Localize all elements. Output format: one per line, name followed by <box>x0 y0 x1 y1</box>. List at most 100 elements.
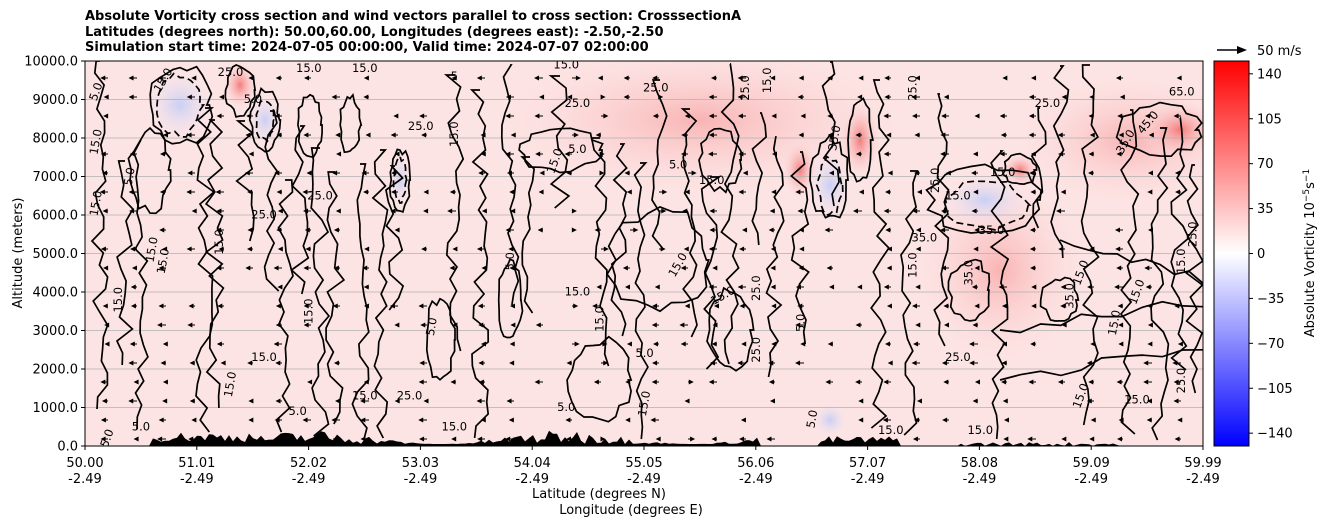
contour-line <box>371 149 389 439</box>
wind-vector <box>189 360 195 366</box>
wind-vector <box>303 132 309 138</box>
wind-vector <box>481 208 487 214</box>
wind-vector <box>451 75 457 81</box>
contour-label: 5.0 <box>635 346 653 360</box>
wind-vector <box>574 341 580 347</box>
wind-vector <box>1177 341 1183 347</box>
title-line-2: Latitudes (degrees north): 50.00,60.00, … <box>85 24 664 40</box>
colorbar-label-unit-exp: −1 <box>1302 169 1312 182</box>
wind-vector <box>1031 303 1037 309</box>
wind-vector <box>683 246 689 252</box>
wind-vector <box>771 189 777 195</box>
wind-vector <box>1148 227 1154 233</box>
wind-vector <box>798 265 804 271</box>
wind-vector <box>625 417 631 423</box>
wind-vector <box>1119 94 1125 100</box>
wind-vector <box>505 227 511 233</box>
wind-vector <box>766 436 772 442</box>
wind-vector <box>248 151 254 157</box>
wind-vector <box>633 227 639 233</box>
wind-vector <box>1117 436 1123 442</box>
wind-vector <box>623 94 629 100</box>
wind-vector <box>883 113 889 119</box>
wind-vector <box>999 151 1005 157</box>
quiver-key: 50 m/s <box>1217 44 1302 59</box>
colorbar-tick-label: −105 <box>1257 382 1293 397</box>
contour-line <box>700 176 722 370</box>
wind-vector <box>974 303 980 309</box>
wind-vector <box>275 360 281 366</box>
wind-vector <box>162 246 168 252</box>
wind-vector <box>971 170 977 176</box>
x-tick-label-lon: -2.49 <box>739 472 773 487</box>
wind-vector <box>883 284 889 290</box>
x-tick-label-lon: -2.49 <box>627 472 661 487</box>
contour-label: 15.0 <box>301 298 315 324</box>
contour-label: 15.0 <box>143 236 161 264</box>
wind-vector <box>245 265 251 271</box>
y-axis: 0.0 1000.0 2000.0 3000.0 4000.0 5000.0 6000.0 7… <box>24 55 85 455</box>
wind-vector <box>1117 113 1123 119</box>
wind-vector <box>273 341 279 347</box>
wind-vector <box>419 436 425 442</box>
wind-vector <box>104 341 110 347</box>
wind-vector <box>768 360 774 366</box>
wind-vector <box>335 132 341 138</box>
wind-vector <box>708 94 714 100</box>
wind-vector <box>447 208 453 214</box>
wind-vector <box>1175 189 1181 195</box>
wind-vector <box>1027 436 1033 442</box>
contour-label: 5.0 <box>557 400 575 414</box>
wind-vector <box>452 322 458 328</box>
wind-vector <box>450 379 456 385</box>
contour-label: 5.0 <box>503 252 517 270</box>
wind-vector <box>273 265 279 271</box>
terrain-silhouette <box>85 430 1203 446</box>
contour-label: 35.0 <box>1062 283 1076 309</box>
wind-vector <box>684 189 690 195</box>
wind-vector <box>363 189 369 195</box>
wind-vector <box>1060 189 1066 195</box>
wind-vector <box>1061 322 1067 328</box>
y-tick-label: 2000.0 <box>33 363 79 378</box>
wind-vector <box>974 379 980 385</box>
wind-vector <box>394 151 400 157</box>
wind-vector <box>972 398 978 404</box>
wind-vector <box>770 265 776 271</box>
wind-vector <box>999 113 1005 119</box>
contour-loop <box>339 92 363 154</box>
colorbar: 140 105 70 35 0 −35 −70 −105 −140 <box>1213 60 1293 447</box>
wind-vector <box>771 151 777 157</box>
wind-vector <box>1147 341 1153 347</box>
y-axis-label: Altitude (meters) <box>11 198 26 309</box>
colorbar-tick-label: −140 <box>1257 427 1293 442</box>
wind-vector <box>566 170 572 176</box>
wind-vector <box>886 132 892 138</box>
wind-vector <box>1029 227 1035 233</box>
x-tick-label-lat: 56.06 <box>737 456 774 471</box>
contour-loop <box>297 93 323 159</box>
contour-line <box>1030 107 1047 229</box>
wind-vector <box>709 208 715 214</box>
wind-vector <box>505 113 511 119</box>
contour-loop <box>1001 152 1038 185</box>
y-tick-label: 0.0 <box>57 440 78 455</box>
y-tick-label: 4000.0 <box>33 286 79 301</box>
wind-vector <box>307 379 313 385</box>
wind-vector <box>602 341 608 347</box>
contour-line <box>385 165 405 311</box>
contour-label: 25.0 <box>251 208 277 222</box>
wind-vector <box>476 246 482 252</box>
wind-vector <box>336 151 342 157</box>
wind-vector <box>480 132 486 138</box>
wind-vector <box>1061 436 1067 442</box>
wind-vector <box>1028 113 1034 119</box>
wind-vector <box>1090 417 1096 423</box>
contour-label: 25.0 <box>906 75 920 101</box>
contour-loop <box>425 297 456 381</box>
wind-vector <box>911 94 917 100</box>
y-tick-label: 1000.0 <box>33 401 79 416</box>
contour-loop <box>1115 101 1203 158</box>
contour-line <box>999 348 1203 381</box>
